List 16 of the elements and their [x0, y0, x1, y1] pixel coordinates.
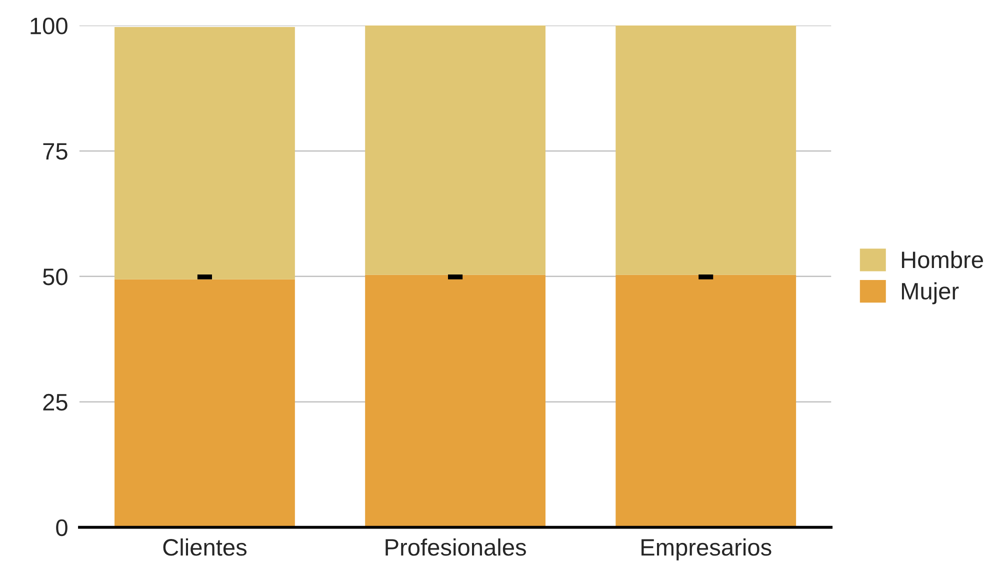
legend-label: Mujer — [902, 282, 959, 304]
x-tick-label: Empresarios — [642, 538, 772, 560]
x-tick-label: Profesionales — [386, 538, 526, 556]
y-tick-label: 0 — [56, 519, 68, 536]
x-tick-label: Clientes — [163, 538, 247, 556]
bar — [114, 27, 295, 280]
bar — [365, 26, 546, 275]
legend-label: Hombre — [902, 250, 983, 268]
y-tick-label: 25 — [43, 394, 68, 411]
bar — [365, 274, 546, 528]
y-tick-label: 75 — [43, 143, 68, 160]
bar — [616, 26, 796, 275]
bar — [616, 274, 796, 528]
y-tick-label: 100 — [30, 18, 68, 34]
y-tick-label: 50 — [43, 268, 68, 286]
bar — [114, 279, 295, 528]
